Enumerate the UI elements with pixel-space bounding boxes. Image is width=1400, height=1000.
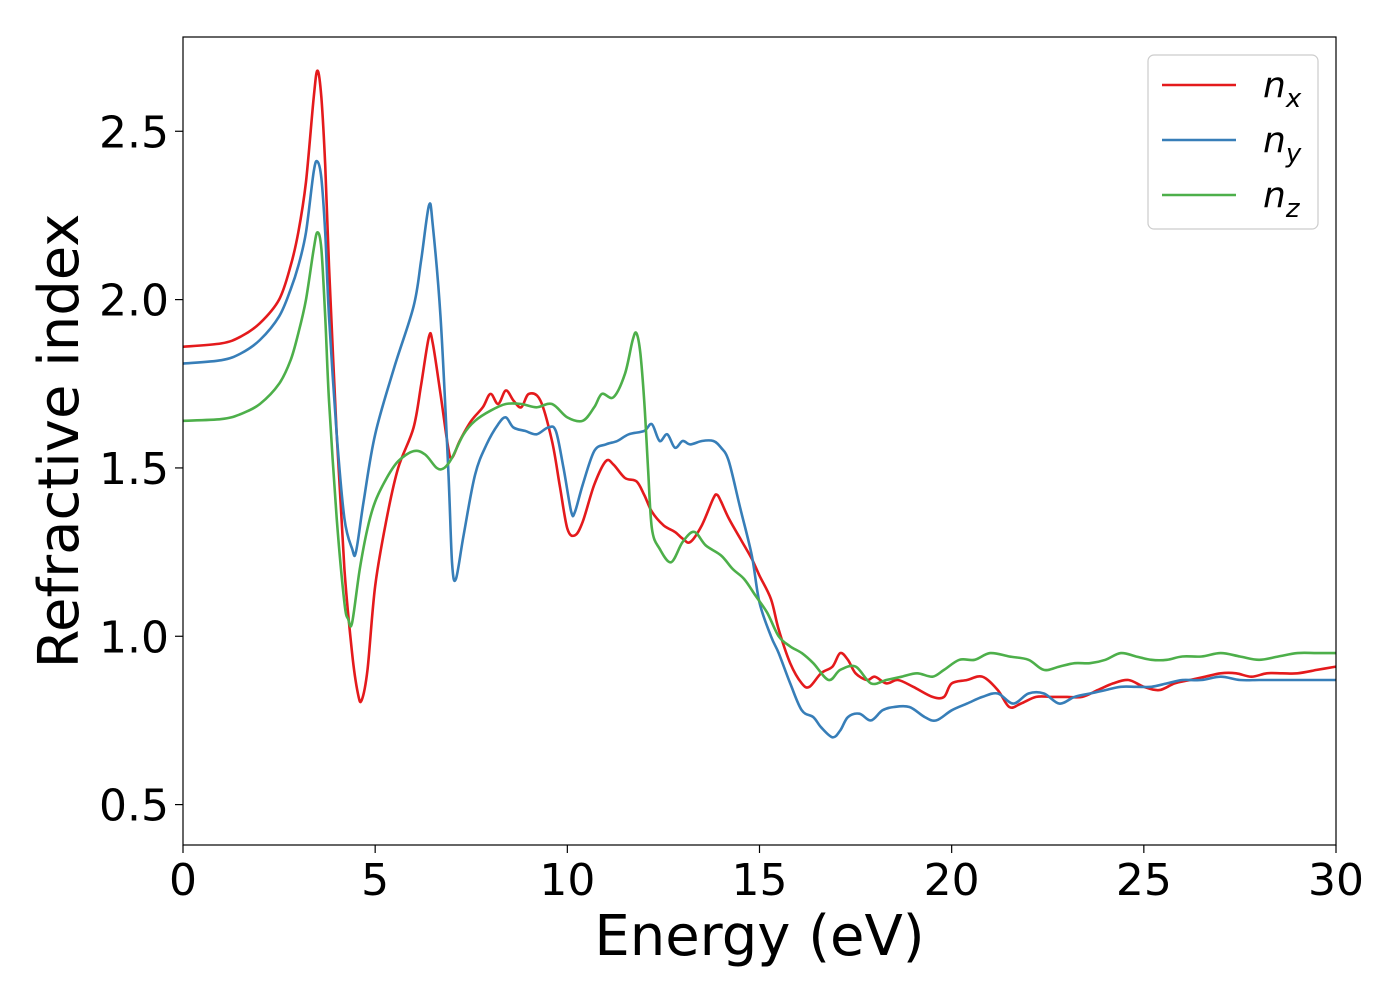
y-tick-label: 1.5 bbox=[99, 444, 169, 495]
series-line-n-x bbox=[183, 69, 1336, 709]
legend-box bbox=[1147, 54, 1319, 230]
legend-label: ny bbox=[1263, 120, 1302, 169]
x-tick-label: 10 bbox=[539, 855, 595, 906]
x-tick-label: 5 bbox=[361, 855, 389, 906]
legend-label-sub: x bbox=[1285, 84, 1302, 114]
axis-ticks: 0 5 10 15 20 25 30 0.5 1.0 1.5 2.0 2.5 bbox=[99, 107, 1364, 906]
plot-area bbox=[183, 69, 1336, 739]
legend-label-main: n bbox=[1263, 175, 1286, 216]
x-tick-label: 30 bbox=[1308, 855, 1364, 906]
y-axis-label: Refractive index bbox=[27, 214, 92, 669]
y-tick-label: 2.0 bbox=[99, 276, 169, 327]
y-tick-label: 0.5 bbox=[99, 781, 169, 832]
x-axis-label: Energy (eV) bbox=[594, 904, 924, 969]
legend-label-main: n bbox=[1263, 120, 1286, 161]
x-tick-label: 25 bbox=[1116, 855, 1172, 906]
series-line-n-z bbox=[183, 231, 1336, 686]
legend-label: nx bbox=[1263, 65, 1302, 114]
series-line-n-y bbox=[183, 159, 1336, 739]
legend-label-sub: z bbox=[1285, 194, 1301, 224]
legend-label-main: n bbox=[1263, 65, 1286, 106]
x-tick-label: 0 bbox=[169, 855, 197, 906]
y-tick-label: 2.5 bbox=[99, 107, 169, 158]
y-tick-label: 1.0 bbox=[99, 612, 169, 663]
legend-label-sub: y bbox=[1285, 139, 1302, 169]
legend-label: nz bbox=[1263, 175, 1301, 224]
x-tick-label: 20 bbox=[924, 855, 980, 906]
x-tick-label: 15 bbox=[732, 855, 788, 906]
